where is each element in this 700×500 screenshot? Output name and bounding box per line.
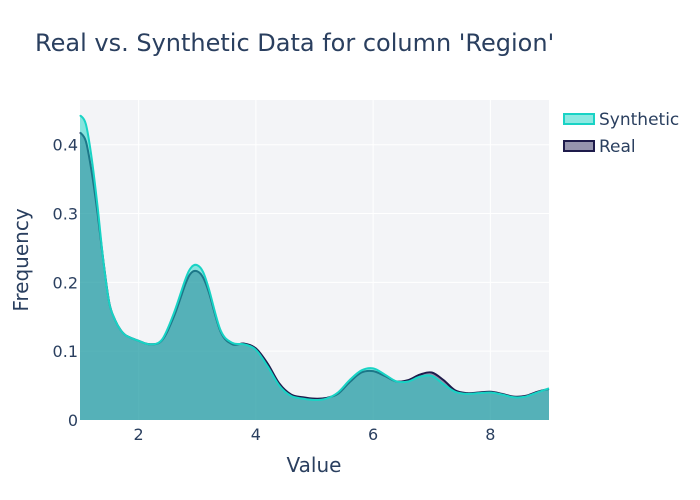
y-tick-labels: 0 0.1 0.2 0.3 0.4 <box>53 136 78 430</box>
x-tick-label: 4 <box>251 425 261 444</box>
series-layer <box>79 114 550 421</box>
x-tick-label: 2 <box>134 425 144 444</box>
chart-title: Real vs. Synthetic Data for column 'Regi… <box>35 29 554 57</box>
y-tick-label: 0 <box>68 411 78 430</box>
legend-label-real: Real <box>599 137 636 157</box>
synthetic-line <box>79 114 550 402</box>
synthetic-area <box>80 115 549 421</box>
y-tick-label: 0.2 <box>53 273 78 292</box>
legend-label-synthetic: Synthetic <box>599 110 679 130</box>
grid-lines <box>80 100 549 420</box>
y-tick-label: 0.3 <box>53 205 78 224</box>
x-tick-label: 6 <box>368 425 378 444</box>
x-tick-label: 8 <box>485 425 495 444</box>
y-tick-label: 0.1 <box>53 342 78 361</box>
x-axis-title: Value <box>287 453 342 477</box>
legend[interactable]: Synthetic Real <box>563 110 679 157</box>
legend-swatch-synthetic <box>563 113 595 125</box>
legend-swatch-real <box>563 140 595 152</box>
x-tick-labels: 2 4 6 8 <box>134 425 496 444</box>
legend-item-real[interactable]: Real <box>563 137 636 157</box>
y-axis-title: Frequency <box>9 208 33 311</box>
y-tick-label: 0.4 <box>53 136 78 155</box>
legend-item-synthetic[interactable]: Synthetic <box>563 110 679 130</box>
